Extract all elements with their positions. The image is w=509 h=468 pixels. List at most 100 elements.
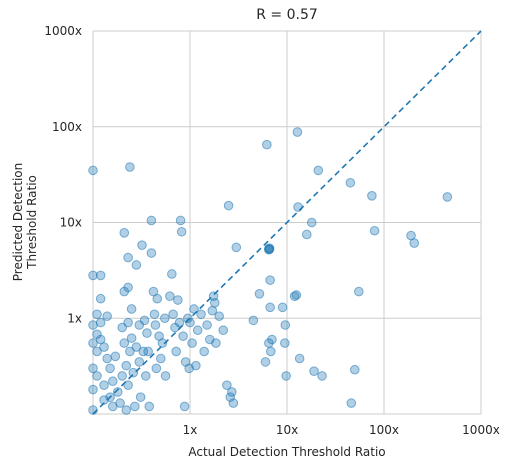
data-point xyxy=(130,401,140,412)
data-point xyxy=(202,320,212,330)
data-point xyxy=(105,363,115,374)
x-tick-label-1x: 1x xyxy=(183,423,198,437)
data-point xyxy=(149,309,160,320)
data-point xyxy=(346,398,357,408)
data-point xyxy=(146,215,157,226)
data-point xyxy=(88,338,98,348)
y-tick-label-100x: 100x xyxy=(52,120,82,134)
data-point xyxy=(146,248,157,258)
data-point xyxy=(265,275,275,285)
data-point xyxy=(123,282,133,293)
data-point xyxy=(218,325,229,336)
data-point xyxy=(108,376,118,387)
chart-title: R = 0.57 xyxy=(256,7,318,23)
data-point xyxy=(191,360,201,371)
data-point xyxy=(92,329,102,340)
data-point xyxy=(88,165,98,176)
data-point xyxy=(88,384,98,395)
data-point xyxy=(134,357,145,367)
data-point xyxy=(265,346,276,357)
data-point xyxy=(367,191,377,201)
data-point xyxy=(183,313,193,324)
data-point xyxy=(99,380,109,390)
data-point xyxy=(125,346,135,357)
data-point xyxy=(95,270,106,281)
x-axis-label: Actual Detection Threshold Ratio xyxy=(188,445,385,459)
data-point xyxy=(152,293,163,304)
data-point xyxy=(178,331,188,341)
data-point xyxy=(302,229,312,240)
data-point xyxy=(125,162,135,172)
data-point xyxy=(156,353,166,364)
data-point xyxy=(293,202,303,212)
data-point xyxy=(409,238,420,248)
data-point xyxy=(143,346,153,357)
data-point xyxy=(131,342,142,352)
data-point xyxy=(264,244,275,255)
data-point xyxy=(92,309,102,320)
data-point xyxy=(192,325,203,336)
data-point xyxy=(369,225,380,236)
data-point xyxy=(110,351,121,362)
data-point xyxy=(139,315,150,326)
data-point xyxy=(157,338,168,348)
data-point xyxy=(88,270,98,281)
data-point xyxy=(123,380,133,390)
data-point xyxy=(260,357,271,367)
data-point xyxy=(150,320,161,330)
data-point xyxy=(126,333,137,343)
data-point xyxy=(92,346,102,357)
data-points xyxy=(88,127,453,415)
y-axis-label-line-2: Threshold Ratio xyxy=(25,175,39,270)
data-point xyxy=(119,338,130,348)
data-point xyxy=(228,398,239,408)
data-point xyxy=(185,317,195,328)
data-point xyxy=(222,380,232,390)
data-point xyxy=(223,200,234,211)
data-point xyxy=(95,317,106,328)
reference-diagonal-line xyxy=(92,30,482,415)
data-point xyxy=(442,192,453,202)
data-point xyxy=(267,334,277,345)
data-point xyxy=(142,328,152,338)
data-point xyxy=(165,291,175,301)
data-point xyxy=(265,302,275,313)
x-tick-label-1000x: 1000x xyxy=(462,423,500,437)
data-point xyxy=(160,371,171,381)
data-point xyxy=(173,295,183,305)
y-tick-label-10x: 10x xyxy=(60,216,82,230)
data-point xyxy=(211,338,221,348)
data-point xyxy=(126,304,137,314)
data-point xyxy=(248,315,259,326)
data-point xyxy=(123,252,133,263)
data-point xyxy=(292,127,303,137)
data-point xyxy=(277,302,288,313)
data-point xyxy=(174,317,185,328)
data-point xyxy=(102,353,112,364)
data-point xyxy=(280,338,290,348)
data-point xyxy=(151,363,162,374)
data-point xyxy=(294,353,305,364)
data-point xyxy=(209,298,220,308)
x-axis-ticks: 1x 10x 100x 1000x xyxy=(183,423,500,437)
data-point xyxy=(214,311,224,322)
data-point xyxy=(313,165,324,176)
data-point xyxy=(291,290,302,300)
data-point xyxy=(138,346,149,357)
data-point xyxy=(88,363,98,374)
data-point xyxy=(281,371,291,381)
data-point xyxy=(354,286,364,297)
y-axis-ticks: 1x 10x 100x 1000x xyxy=(44,24,82,325)
data-point xyxy=(199,346,209,357)
data-point xyxy=(227,387,237,397)
data-point xyxy=(179,401,190,412)
data-point xyxy=(196,309,206,320)
data-point xyxy=(137,240,147,250)
data-point xyxy=(254,289,265,299)
data-point xyxy=(160,313,170,324)
data-point xyxy=(119,228,130,238)
y-tick-label-1000x: 1000x xyxy=(44,24,82,38)
y-axis-label-line-1: Predicted Detection xyxy=(11,163,25,281)
data-point xyxy=(345,177,356,188)
